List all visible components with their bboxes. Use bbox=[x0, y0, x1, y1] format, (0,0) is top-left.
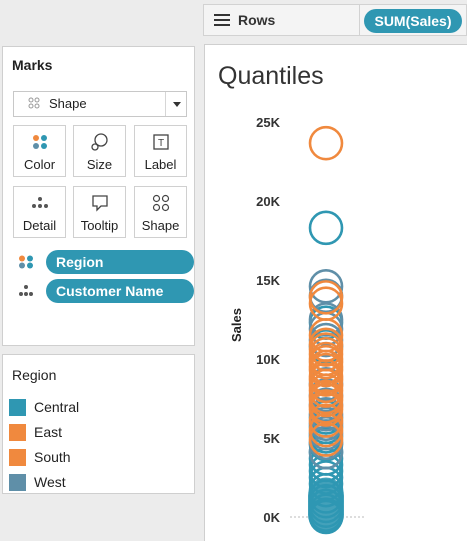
data-point-east[interactable] bbox=[308, 362, 344, 397]
label-label: Label bbox=[144, 157, 177, 172]
y-tick-label: 25K bbox=[256, 115, 280, 130]
rows-icon bbox=[214, 14, 230, 26]
legend-label: East bbox=[34, 424, 63, 440]
color-icon bbox=[18, 255, 34, 274]
region-legend: Region Central East South West bbox=[2, 354, 195, 494]
legend-label: West bbox=[34, 474, 66, 490]
rows-shelf-divider bbox=[359, 5, 360, 35]
color-button[interactable]: Color bbox=[13, 125, 66, 177]
data-point-east[interactable] bbox=[308, 412, 344, 448]
data-point-east[interactable] bbox=[308, 317, 344, 353]
data-point-east[interactable] bbox=[308, 403, 344, 438]
legend-item-central[interactable]: Central bbox=[9, 398, 79, 416]
shapes-icon bbox=[135, 193, 186, 213]
marks-card: Marks Shape Color Size T Label Detail bbox=[2, 46, 195, 346]
data-point-east[interactable] bbox=[308, 344, 344, 380]
data-point-east[interactable] bbox=[308, 125, 344, 161]
y-tick-label: 15K bbox=[256, 273, 280, 288]
legend-label: Central bbox=[34, 399, 80, 415]
shape-button[interactable]: Shape bbox=[134, 186, 187, 238]
detail-icon bbox=[14, 193, 65, 213]
tooltip-button[interactable]: Tooltip bbox=[73, 186, 126, 238]
y-tick-label: 20K bbox=[256, 194, 280, 209]
sum-sales-pill[interactable]: SUM(Sales) bbox=[364, 9, 462, 33]
rows-label-text: Rows bbox=[238, 12, 276, 28]
region-field-row: Region bbox=[13, 250, 194, 274]
detail-label: Detail bbox=[22, 218, 57, 233]
tooltip-label: Tooltip bbox=[80, 218, 119, 233]
data-point-east[interactable] bbox=[308, 373, 344, 408]
mark-type-dropdown[interactable]: Shape bbox=[13, 91, 187, 117]
y-axis-label: Sales bbox=[229, 308, 244, 342]
data-point-east[interactable] bbox=[308, 336, 344, 372]
mark-type-value: Shape bbox=[49, 96, 87, 111]
data-point-central[interactable] bbox=[308, 210, 344, 246]
dense-marks-band bbox=[308, 477, 344, 533]
shape-label: Shape bbox=[141, 218, 180, 233]
color-label: Color bbox=[23, 157, 56, 172]
legend-title: Region bbox=[12, 367, 57, 383]
size-button[interactable]: Size bbox=[73, 125, 126, 177]
legend-label: South bbox=[34, 449, 71, 465]
data-point-east[interactable] bbox=[308, 352, 344, 388]
legend-item-west[interactable]: West bbox=[9, 473, 66, 491]
label-button[interactable]: T Label bbox=[134, 125, 187, 177]
chevron-down-icon[interactable] bbox=[173, 102, 181, 107]
customer-name-field-row: Customer Name bbox=[13, 279, 194, 303]
label-icon: T bbox=[135, 132, 186, 152]
data-point-east[interactable] bbox=[308, 327, 344, 363]
color-icon bbox=[14, 132, 65, 152]
legend-swatch bbox=[9, 423, 26, 441]
tooltip-icon bbox=[74, 193, 125, 213]
y-tick-label: 0K bbox=[263, 510, 280, 525]
dropdown-separator bbox=[165, 92, 166, 116]
size-label: Size bbox=[86, 157, 113, 172]
rows-shelf-label: Rows bbox=[214, 12, 275, 28]
data-point-east[interactable] bbox=[308, 392, 344, 427]
legend-item-south[interactable]: South bbox=[9, 448, 71, 466]
legend-swatch bbox=[9, 448, 26, 466]
data-point-east[interactable] bbox=[308, 422, 344, 457]
legend-item-east[interactable]: East bbox=[9, 423, 62, 441]
y-tick-label: 10K bbox=[256, 352, 280, 367]
data-point-east[interactable] bbox=[308, 382, 344, 418]
legend-swatch bbox=[9, 473, 26, 491]
region-pill[interactable]: Region bbox=[46, 250, 194, 274]
detail-button[interactable]: Detail bbox=[13, 186, 66, 238]
customer-name-pill[interactable]: Customer Name bbox=[46, 279, 194, 303]
size-icon bbox=[74, 132, 125, 152]
y-tick-label: 5K bbox=[263, 431, 280, 446]
detail-icon bbox=[18, 284, 34, 303]
svg-text:T: T bbox=[157, 138, 163, 149]
shape-icon bbox=[28, 97, 40, 112]
data-point-east[interactable] bbox=[308, 280, 344, 315]
chart-title: Quantiles bbox=[218, 62, 324, 90]
marks-title: Marks bbox=[12, 57, 53, 73]
legend-swatch bbox=[9, 398, 26, 416]
data-point-west[interactable] bbox=[308, 302, 344, 337]
